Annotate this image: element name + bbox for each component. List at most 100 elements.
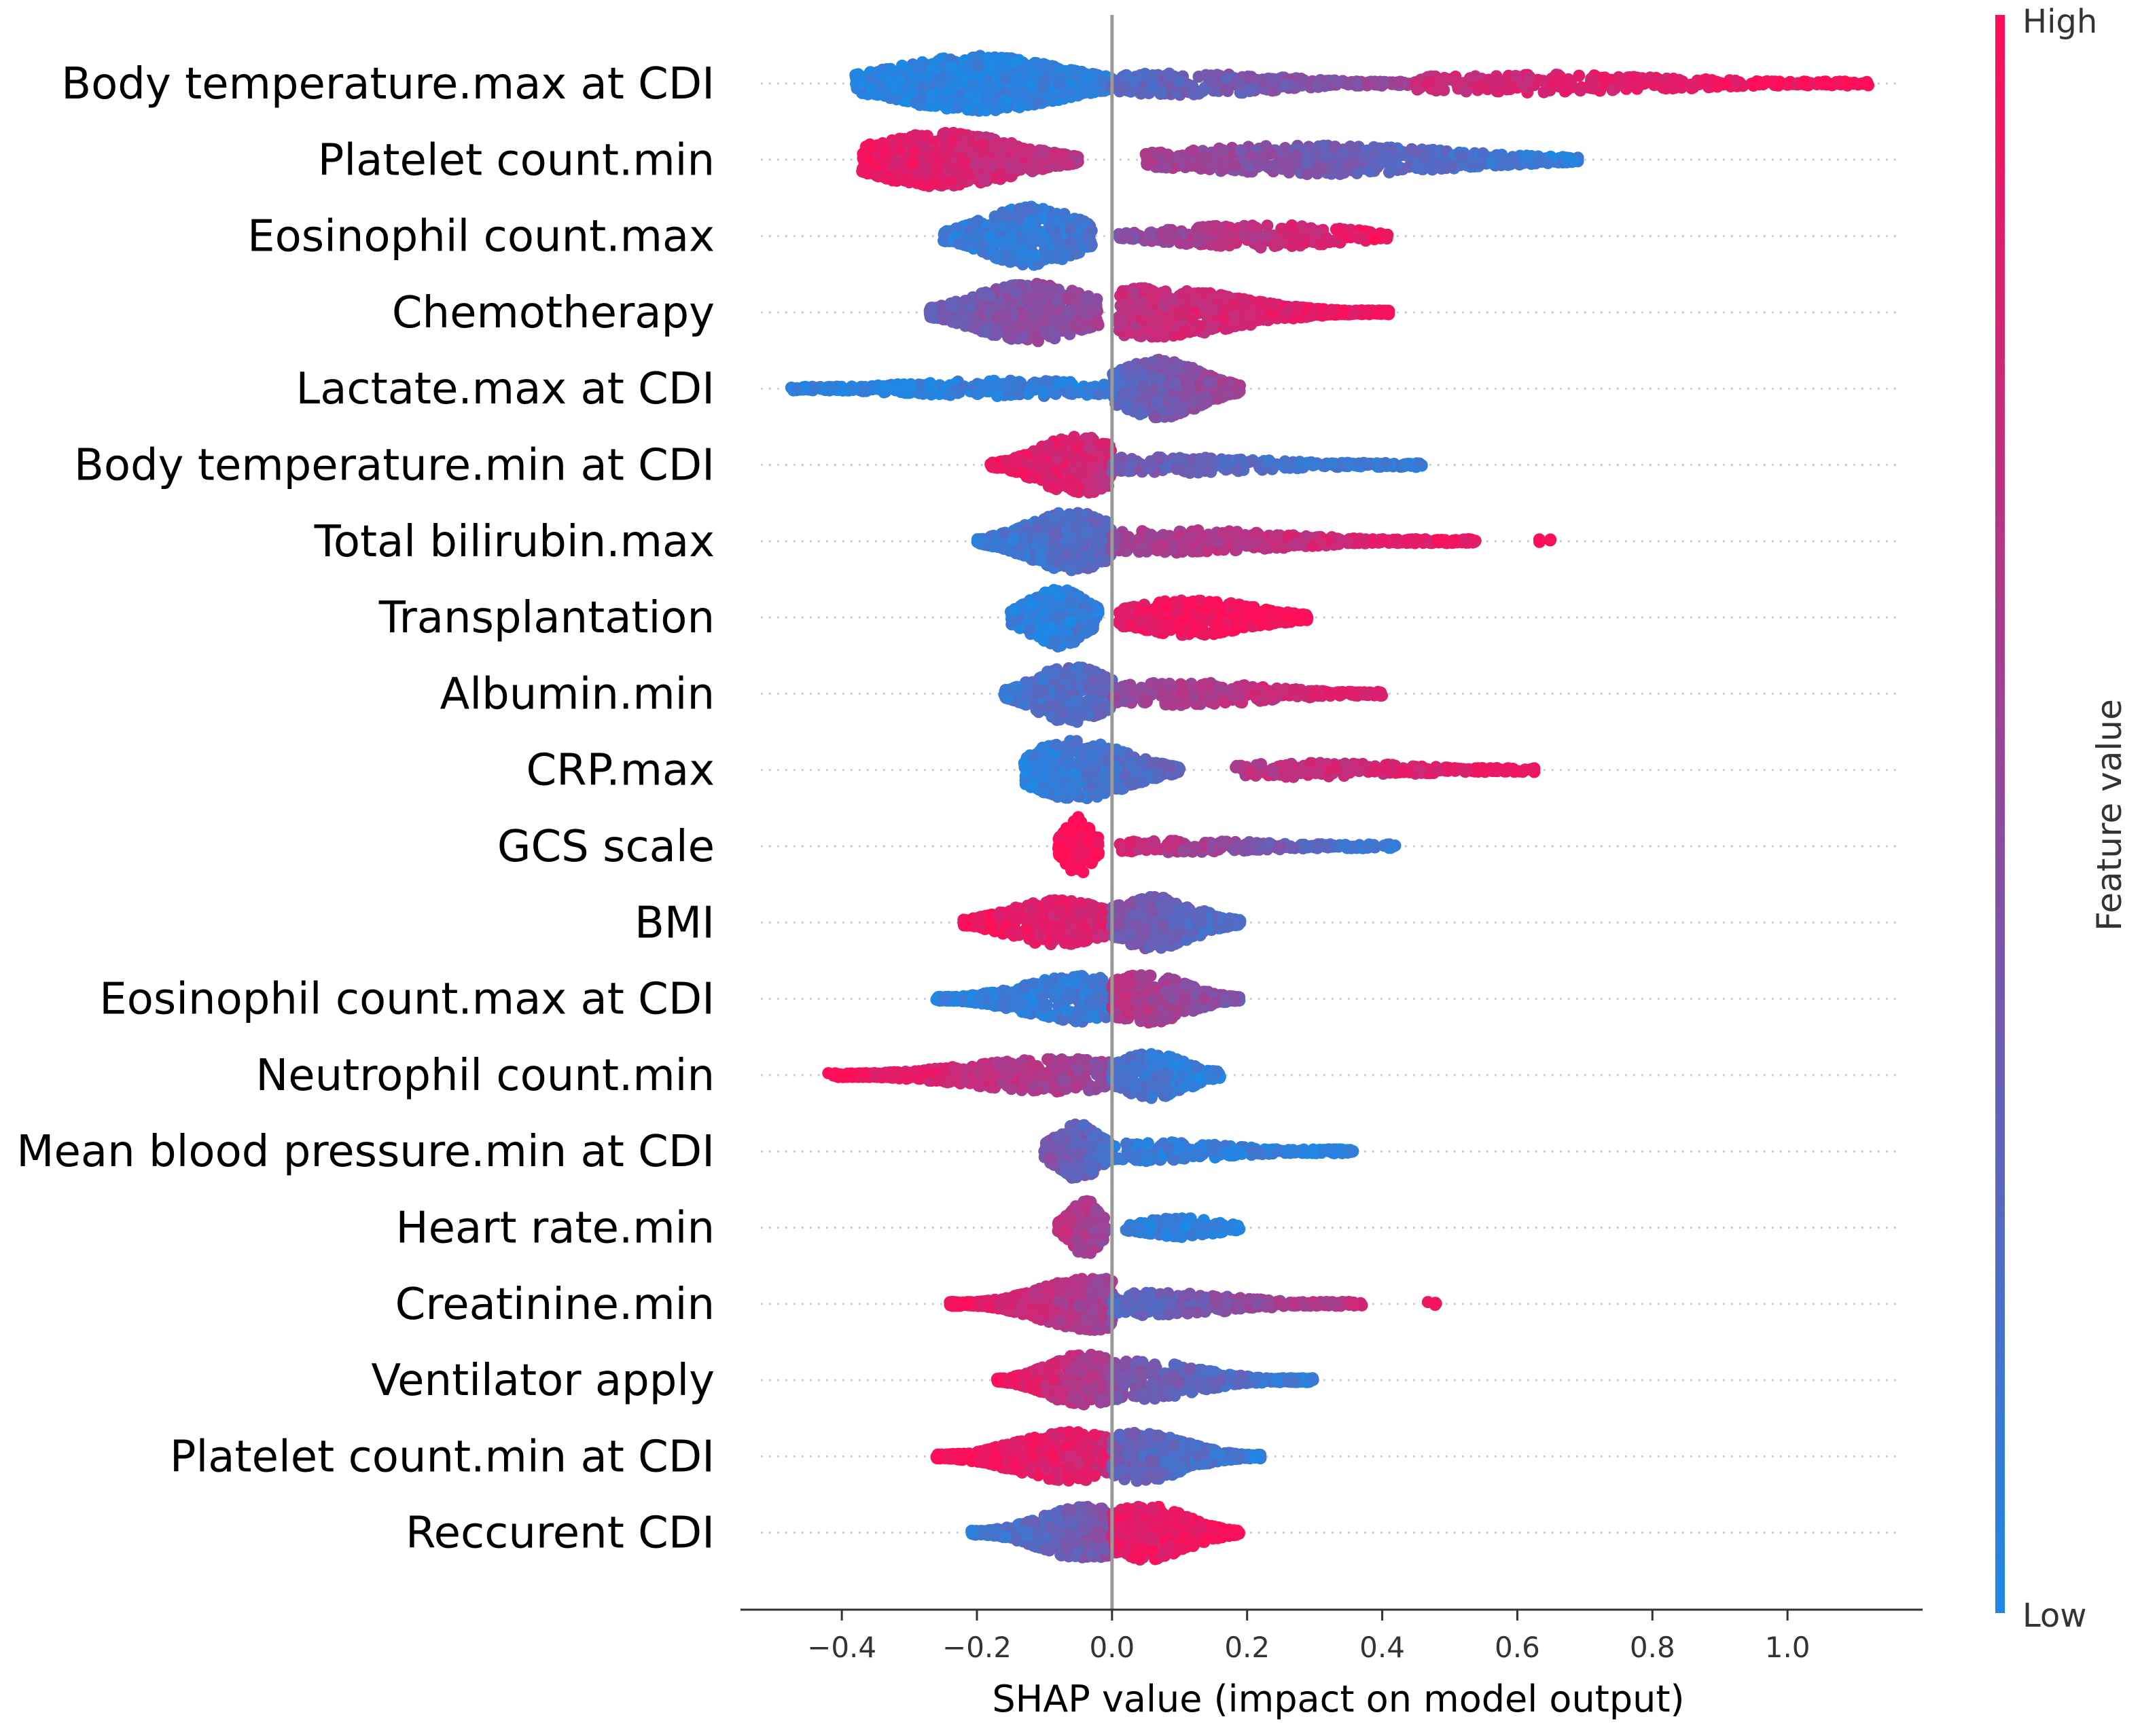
shap-point [1711,81,1724,93]
shap-point [1301,157,1313,169]
shap-point [1563,152,1575,164]
shap-point [1174,308,1186,321]
shap-point [998,137,1010,149]
shap-point [891,155,903,167]
shap-point [1022,294,1035,306]
shap-point [1368,233,1380,245]
shap-point [897,133,910,145]
shap-point [1379,305,1391,317]
shap-point [1260,230,1272,242]
shap-point [1493,86,1505,98]
shap-point [1164,69,1176,82]
shap-point [1162,227,1175,239]
shap-point [1336,228,1349,240]
shap-point [1057,315,1069,327]
shap-point [1524,71,1536,83]
feature-label: Chemotherapy [392,288,715,338]
feature-label: Reccurent CDI [406,1508,715,1559]
shap-point [1255,241,1267,253]
shap-point [921,130,933,142]
shap-point [1217,163,1229,175]
shap-point [1197,287,1209,300]
shap-point [1281,157,1293,169]
shap-point [1024,164,1037,176]
shap-point [1477,147,1489,160]
shap-point [1435,162,1448,175]
shap-point [1054,72,1067,84]
shap-point [1052,252,1064,264]
shap-point [1520,149,1533,162]
shap-point [1160,285,1172,297]
shap-point [1118,287,1130,300]
shap-point [1063,236,1075,249]
shap-point [1188,145,1200,157]
shap-point [1605,74,1617,86]
shap-point [1246,219,1258,232]
shap-point [1325,305,1338,317]
feature-label: Mean blood pressure.min at CDI [16,1127,715,1177]
shap-point [1013,205,1025,217]
shap-point [941,149,953,162]
feature-label: Lactate.max at CDI [296,364,715,414]
shap-point [1156,161,1168,173]
shap-point [907,156,919,168]
shap-point [1203,221,1215,233]
shap-point [1349,229,1361,241]
shap-point [1145,230,1157,242]
shap-point [1040,74,1052,86]
shap-point [938,234,950,247]
shap-point [1004,221,1016,233]
shap-point [1468,158,1480,170]
shap-point [1088,79,1101,92]
shap-point [1247,232,1260,244]
shap-point [1644,71,1656,84]
feature-label: BMI [635,898,715,948]
shap-point [1446,160,1458,173]
shap-point [1244,85,1256,97]
feature-label: Eosinophil count.max [247,212,715,262]
shap-point [889,83,902,95]
shap-point [1220,73,1232,85]
shap-point [1140,148,1152,160]
shap-point [915,81,927,93]
shap-point [1014,71,1027,84]
shap-point [999,73,1012,86]
shap-point [982,53,995,65]
shap-point [1669,82,1681,94]
shap-point [997,208,1010,220]
shap-point [1378,76,1390,88]
shap-point [946,300,959,312]
feature-label: Transplantation [378,593,715,643]
shap-point [1049,329,1061,341]
shap-point [1449,75,1461,87]
shap-point [984,230,996,242]
shap-point [1233,77,1245,90]
shap-point [1023,202,1035,215]
shap-point [1411,84,1423,96]
shap-point [938,128,950,140]
shap-point [927,62,939,75]
shap-point [952,237,965,249]
feature-label: Body temperature.min at CDI [74,441,715,491]
shap-point [976,138,988,150]
shap-points [785,50,1874,1566]
shap-point [1234,144,1247,156]
shap-point [1025,67,1037,79]
shap-point [1773,75,1785,88]
shap-point [997,52,1009,65]
feature-label: Platelet count.min at CDI [170,1432,715,1482]
shap-point [1317,140,1330,152]
shap-point [1200,156,1213,168]
shap-point [1573,70,1585,82]
feature-label: CRP.max [526,746,715,796]
shap-point [1039,156,1052,168]
shap-point [978,175,991,187]
shap-point [1393,76,1405,88]
shap-point [1063,158,1075,170]
shap-point [1239,295,1251,308]
shap-point [1143,283,1155,295]
shap-point [854,77,866,90]
shap-point [1005,161,1017,173]
